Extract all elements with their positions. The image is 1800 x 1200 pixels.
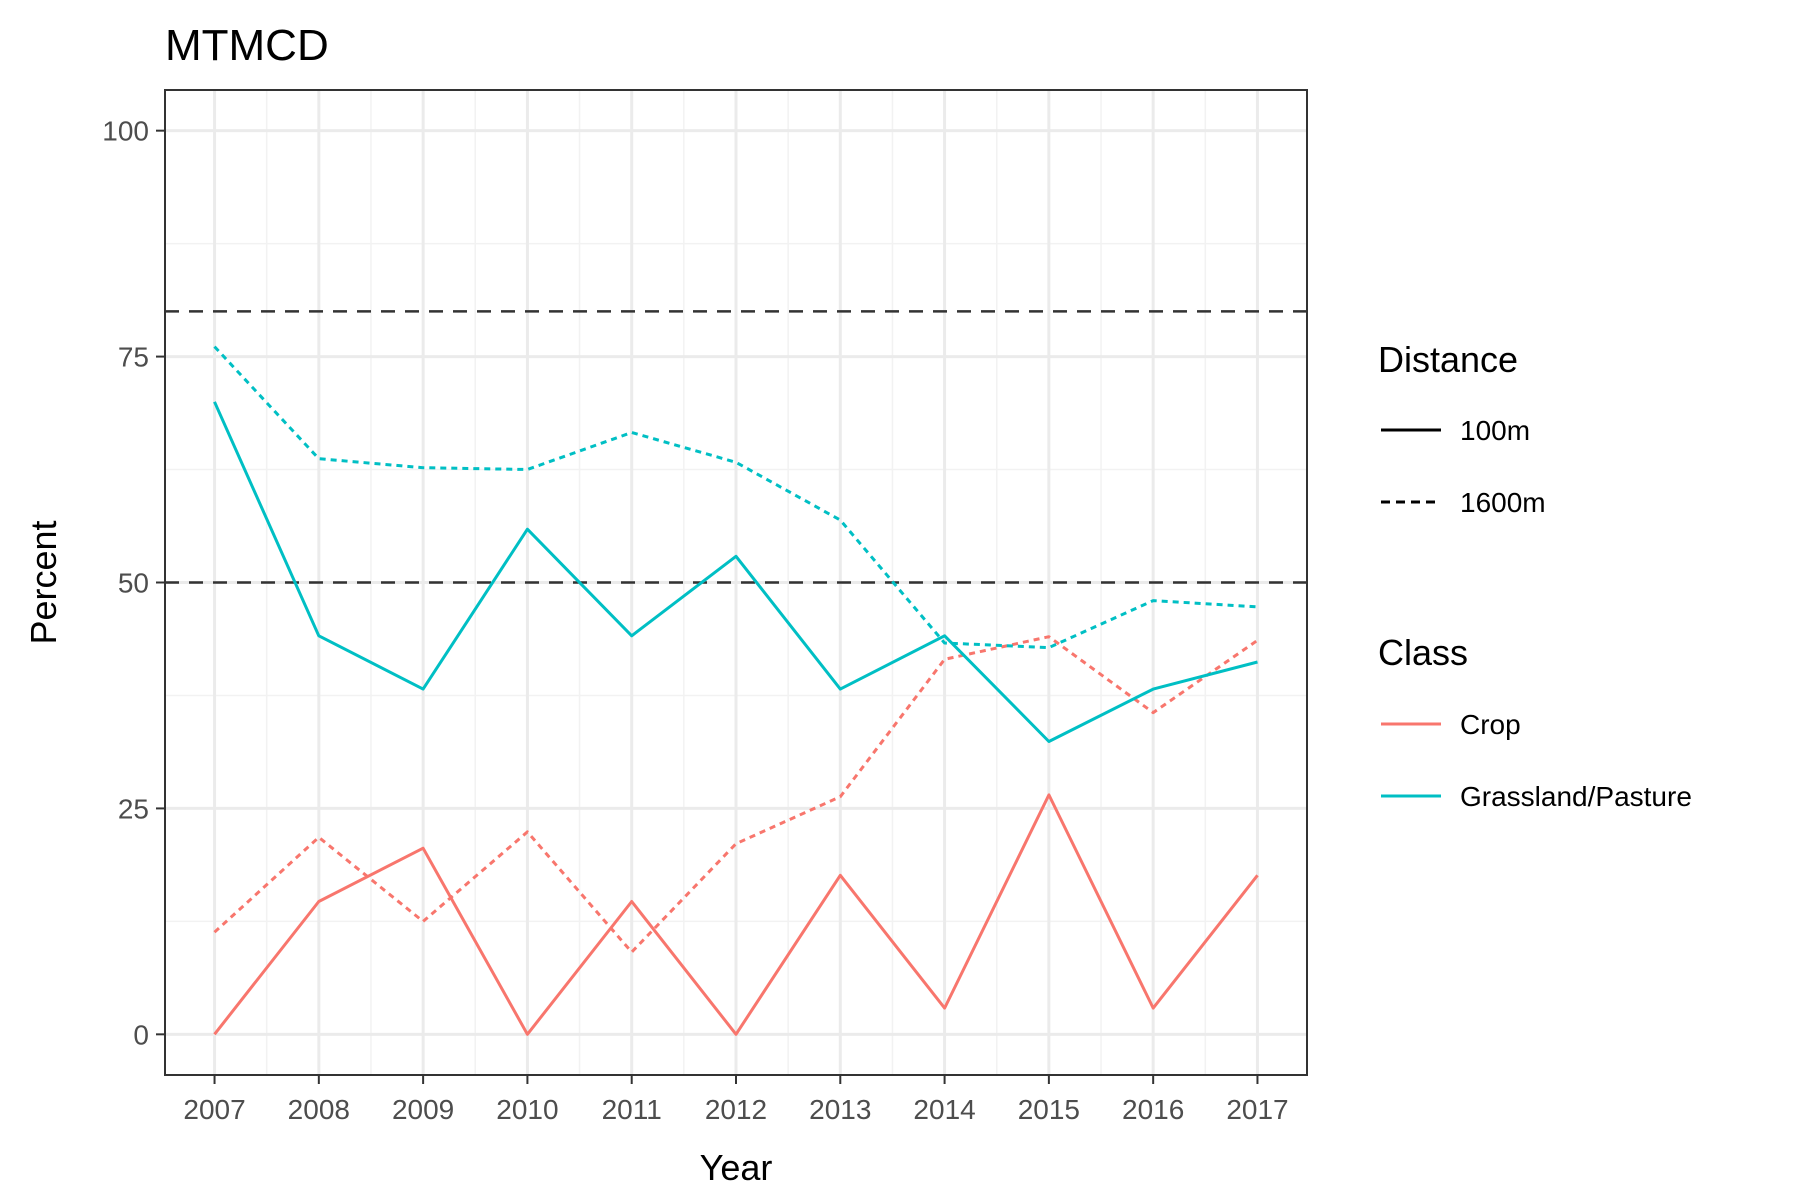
series-line-grassland-pasture-100m [213,401,1258,743]
chart-title: MTMCD [165,21,329,70]
x-axis-label: Year [700,1147,773,1188]
y-tick-label: 0 [133,1019,149,1050]
x-tick-label: 2015 [1018,1094,1080,1125]
x-tick-label: 2013 [809,1094,871,1125]
legend-label-100m: 100m [1460,415,1530,446]
x-tick-label: 2009 [392,1094,454,1125]
legend-label-crop: Crop [1460,709,1521,740]
x-tick-label: 2012 [705,1094,767,1125]
legend: Distance 100m 1600m Class Crop Grassland/Past… [1378,339,1692,812]
series-line-crop-100m [213,793,1259,1036]
y-axis-label: Percent [23,520,64,644]
y-tick-label: 100 [102,116,149,147]
legend-title-distance: Distance [1378,339,1518,380]
series-lines [213,345,1259,1036]
legend-label-grassland-pasture: Grassland/Pasture [1460,781,1692,812]
x-tick-label: 2008 [288,1094,350,1125]
y-tick-label: 25 [118,793,149,824]
x-tick-label: 2010 [496,1094,558,1125]
series-line-crop-1600m [213,635,1259,954]
axis-ticks: 2007 2008 2009 2010 2011 2012 2013 2014 2015 2016… [102,116,1288,1125]
legend-label-1600m: 1600m [1460,487,1546,518]
x-tick-label: 2016 [1122,1094,1184,1125]
y-tick-label: 75 [118,342,149,373]
legend-title-class: Class [1378,632,1468,673]
x-tick-label: 2007 [183,1094,245,1125]
y-tick-label: 50 [118,568,149,599]
x-tick-label: 2017 [1226,1094,1288,1125]
series-line-grassland-pasture-1600m [213,345,1258,650]
x-tick-label: 2014 [913,1094,975,1125]
x-tick-label: 2011 [602,1094,662,1125]
